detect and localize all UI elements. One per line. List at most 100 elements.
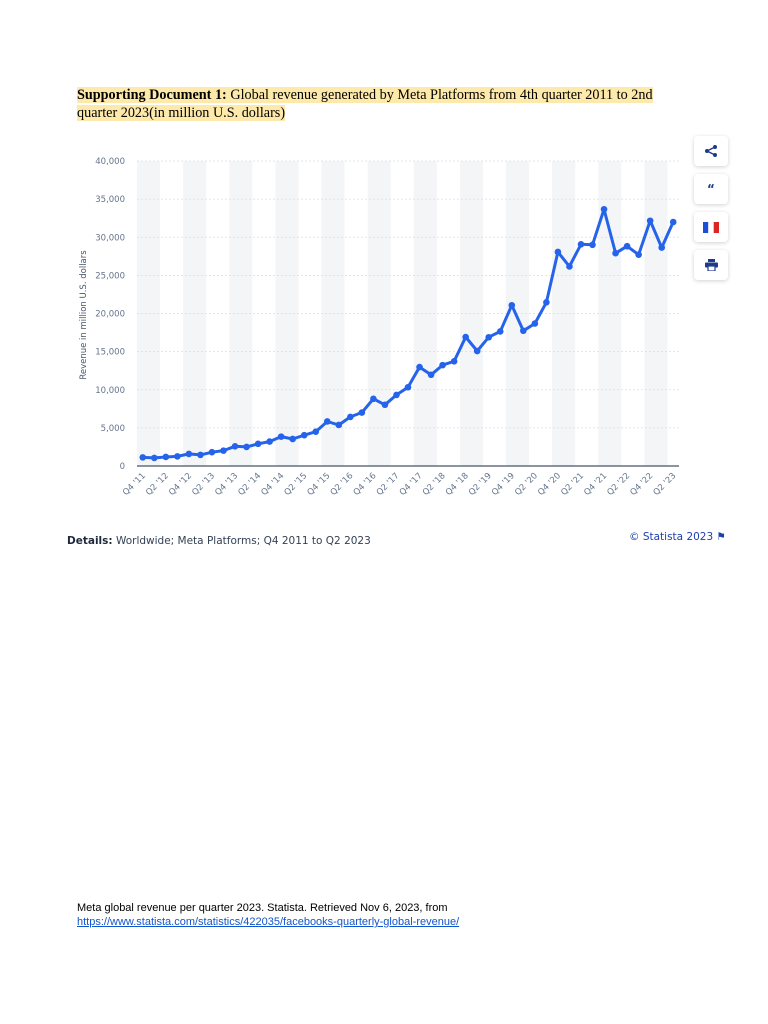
chart-band [137,161,161,466]
data-point[interactable] [658,244,666,251]
chart-details: Details: Worldwide; Meta Platforms; Q4 2… [67,535,371,547]
x-tick-label: Q4 '21 [582,471,609,498]
x-tick-label: Q2 '19 [467,471,494,498]
data-point[interactable] [589,241,596,249]
print-icon [704,259,718,271]
data-point[interactable] [508,301,516,309]
data-point[interactable] [543,298,550,306]
data-point[interactable] [473,347,481,355]
y-tick-label: 30,000 [95,233,125,243]
x-tick-label: Q2 '14 [236,471,263,498]
y-tick-label: 25,000 [95,271,125,281]
data-point[interactable] [197,451,204,459]
chart-band [552,161,576,466]
y-axis-label: Revenue in million U.S. dollars [79,250,89,380]
data-point[interactable] [312,428,320,435]
x-tick-label: Q4 '19 [490,471,517,498]
x-tick-label: Q4 '22 [628,471,655,498]
y-tick-label: 0 [120,462,125,472]
data-point[interactable] [450,358,458,365]
data-point[interactable] [554,248,562,256]
data-point[interactable] [231,442,239,450]
data-point[interactable] [404,383,412,391]
french-flag-icon [703,221,719,233]
data-point[interactable] [139,454,147,461]
data-point[interactable] [520,327,527,335]
data-point[interactable] [566,263,573,270]
data-point[interactable] [393,391,400,399]
x-tick-label: Q2 '21 [559,471,586,498]
details-label: Details: [67,535,113,547]
data-point[interactable] [600,205,608,213]
details-text: Worldwide; Meta Platforms; Q4 2011 to Q2… [115,535,371,547]
x-tick-label: Q2 '15 [282,471,309,498]
y-tick-label: 15,000 [95,348,125,358]
quote-icon: “ [707,182,715,196]
data-point[interactable] [150,454,158,462]
chart-band [229,161,253,466]
x-tick-label: Q4 '11 [121,471,148,498]
credit-text: © Statista 2023 [629,531,714,543]
data-point[interactable] [162,453,170,461]
data-point[interactable] [612,249,619,257]
x-tick-label: Q4 '17 [398,471,425,498]
citation-link[interactable]: https://www.statista.com/statistics/4220… [77,916,460,928]
revenue-line-chart: 0 5,000 10,000 15,000 20,000 25,000 30,000 35,0… [79,157,679,498]
data-point[interactable] [635,251,642,258]
data-point[interactable] [358,409,366,416]
x-tick-label: Q2 '18 [421,471,448,498]
x-tick-label: Q2 '17 [375,471,402,498]
chart-band [644,161,668,466]
heading-label: Supporting Document 1: [77,87,227,103]
citation-text: Meta global revenue per quarter 2023. St… [77,902,448,914]
data-point[interactable] [496,328,504,335]
data-point[interactable] [254,440,262,448]
data-point[interactable] [646,217,654,225]
y-tick-label: 5,000 [101,424,125,434]
x-tick-label: Q4 '13 [213,471,240,498]
x-tick-label: Q4 '16 [352,471,379,498]
data-point[interactable] [289,435,296,443]
x-tick-label: Q2 '20 [513,471,540,498]
x-tick-label: Q2 '12 [144,471,171,498]
y-tick-label: 35,000 [95,195,125,205]
data-point[interactable] [335,421,343,429]
statista-credit[interactable]: © Statista 2023 ⚑ [629,531,726,543]
document-heading: Supporting Document 1: Global revenue ge… [77,87,677,122]
language-button[interactable] [694,212,728,242]
data-point[interactable] [347,413,354,421]
share-button[interactable] [694,136,728,166]
chart-band [367,161,391,466]
data-point[interactable] [300,431,308,439]
x-tick-label: Q4 '12 [167,471,194,498]
data-point[interactable] [531,320,539,327]
data-point[interactable] [243,443,250,451]
cite-button[interactable]: “ [694,174,728,204]
y-tick-label: 10,000 [95,386,125,396]
print-button[interactable] [694,250,728,280]
data-point[interactable] [220,447,227,454]
x-tick-label: Q2 '13 [190,471,217,498]
data-point[interactable] [185,450,193,458]
data-point[interactable] [623,242,631,250]
citation: Meta global revenue per quarter 2023. St… [77,901,459,929]
data-point[interactable] [416,363,423,371]
data-point[interactable] [462,333,469,341]
data-point[interactable] [277,433,285,440]
x-tick-label: Q2 '23 [652,471,679,498]
data-point[interactable] [669,218,677,226]
y-tick-label: 20,000 [95,310,125,320]
y-tick-label: 40,000 [95,157,125,167]
data-point[interactable] [485,333,493,341]
data-point[interactable] [577,240,585,248]
data-point[interactable] [208,448,216,456]
data-point[interactable] [266,438,273,445]
data-point[interactable] [427,371,435,379]
data-point[interactable] [439,361,446,369]
data-point[interactable] [381,401,389,409]
data-point[interactable] [174,453,181,460]
x-tick-label: Q4 '20 [536,471,563,498]
data-point[interactable] [323,418,331,425]
data-point[interactable] [370,395,377,403]
